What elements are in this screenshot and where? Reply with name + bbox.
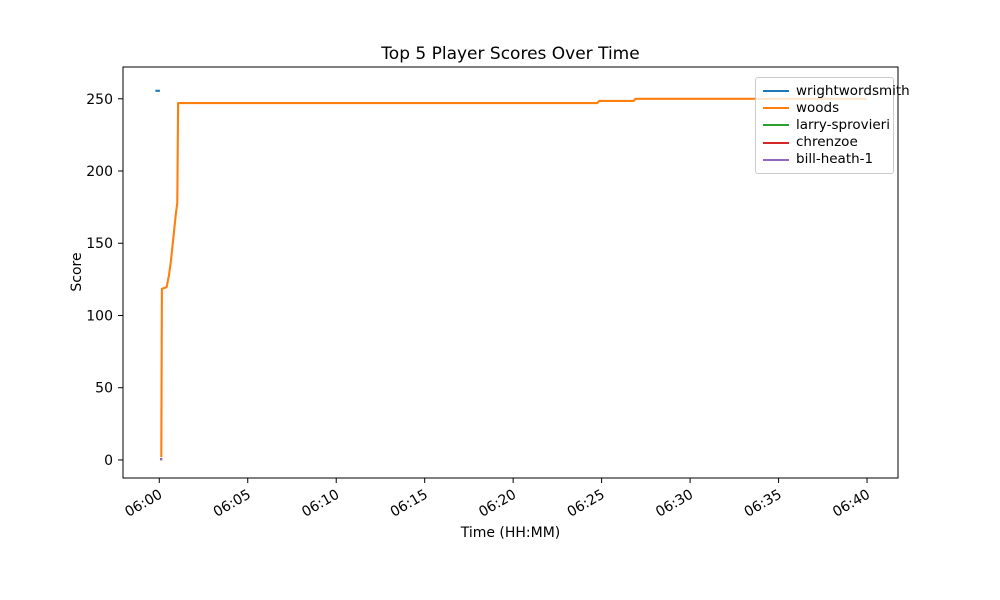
- y-axis-label: Score: [69, 252, 85, 292]
- x-tick-label: 06:40: [830, 487, 873, 521]
- legend: wrightwordsmith woods larry-sprovieri chren…: [755, 77, 910, 174]
- legend-label: larry-sprovieri: [796, 116, 890, 133]
- legend-label: woods: [796, 99, 840, 116]
- y-tick-label: 100: [86, 308, 113, 324]
- legend-line-swatch: [763, 124, 789, 127]
- y-tick-label: 150: [86, 236, 113, 252]
- x-tick-label: 06:05: [211, 487, 254, 521]
- legend-line-swatch: [763, 107, 789, 110]
- x-tick-label: 06:00: [122, 487, 165, 521]
- x-tick-label: 06:10: [299, 487, 342, 521]
- x-tick-label: 06:15: [388, 487, 431, 521]
- x-tick-label: 06:30: [653, 487, 696, 521]
- y-tick-label: 0: [104, 453, 113, 469]
- legend-line-swatch: [763, 90, 789, 93]
- legend-item-wrightwordsmith: wrightwordsmith: [763, 84, 910, 99]
- legend-line-swatch: [763, 141, 789, 144]
- series-line-woods: [160, 97, 867, 458]
- axes-spines: [122, 66, 899, 479]
- y-tick-label: 50: [95, 381, 113, 397]
- legend-label: chrenzoe: [796, 133, 858, 150]
- x-tick-label: 06:20: [476, 487, 519, 521]
- y-tick-label: 200: [86, 164, 113, 180]
- legend-item-woods: woods: [763, 99, 887, 116]
- legend-line-swatch: [763, 158, 789, 161]
- x-tick-label: 06:25: [565, 487, 608, 521]
- y-tick-label: 250: [86, 92, 113, 108]
- legend-item-chrenzoe: chrenzoe: [763, 133, 887, 150]
- chart-title: Top 5 Player Scores Over Time: [381, 44, 640, 64]
- x-tick-label: 06:35: [742, 487, 785, 521]
- legend-label: wrightwordsmith: [796, 82, 910, 99]
- x-axis-label: Time (HH:MM): [460, 525, 561, 541]
- legend-label: bill-heath-1: [796, 150, 874, 167]
- legend-item-bill-heath-1: bill-heath-1: [763, 150, 887, 167]
- legend-item-larry-sprovieri: larry-sprovieri: [763, 116, 890, 133]
